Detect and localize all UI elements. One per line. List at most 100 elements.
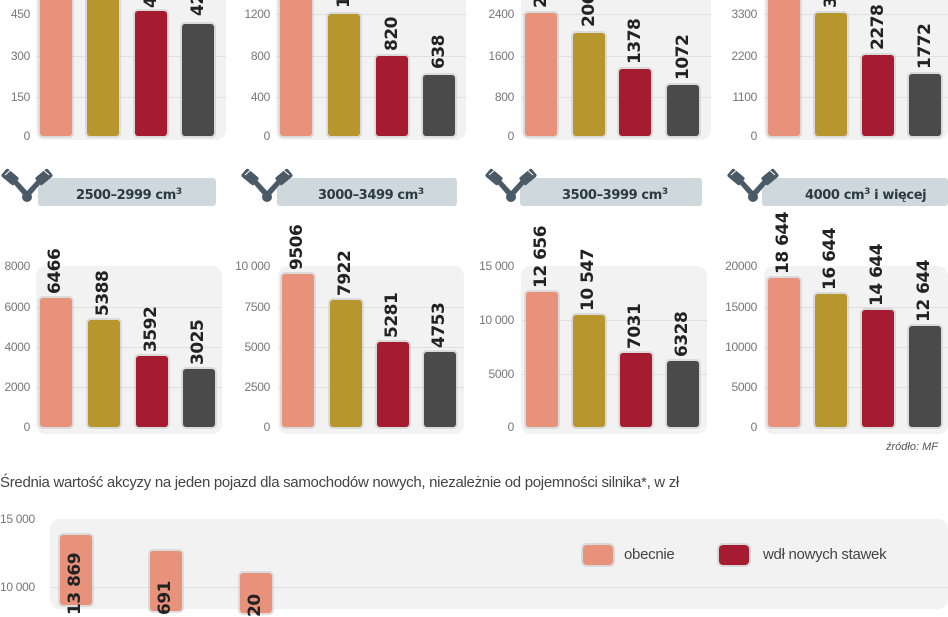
bar-new-rates [862,310,894,427]
bar-obecnie [280,0,312,136]
y-tick: 10 000 [235,259,270,273]
y-tick: 800 [494,90,514,104]
capacity-header-label: 2500–2999 cm3 [76,187,182,203]
bar-new-rates [136,356,168,427]
bar-obecnie [768,278,800,427]
bar-obecnie [40,298,72,427]
gridline [36,307,222,308]
bar-value-label: 691 [155,581,175,615]
y-tick: 0 [23,420,31,434]
bar-value-label: 12 644 [914,259,934,322]
bar-obecnie [525,13,557,136]
gridline [36,56,226,57]
bar-value-label: 1772 [915,23,935,69]
gridline [36,97,226,98]
y-tick: 2200 [731,49,758,63]
bar-value-label: 14 644 [867,243,887,306]
y-tick: 2400 [488,7,515,21]
bar-new-rates [862,55,894,136]
gridline [278,347,464,348]
gridline [278,307,464,308]
gridline [36,347,222,348]
y-tick: 15 000 [479,259,514,273]
y-tick: 8000 [4,259,31,273]
gridline [764,347,948,348]
legend-label: wdł nowych stawek [763,546,887,563]
y-tick: 3300 [731,7,758,21]
gridline [521,56,711,57]
y-tick: 4000 [4,340,31,354]
y-tick: 1100 [732,90,757,104]
engine-piston-icon [1,167,53,202]
gridline [36,387,222,388]
engine-piston-icon [485,167,537,202]
bar-value-label: 820 [382,17,402,51]
bar-series2 [815,294,847,427]
gridline [521,14,711,15]
y-tick: 0 [750,129,758,143]
bar-new-rates [376,56,408,136]
y-tick: 10 000 [0,580,35,594]
bar-value-label: 1 [334,0,354,8]
bar-series2 [330,300,362,427]
bar-value-label: 1378 [625,18,645,64]
gridline [521,97,711,98]
bar-value-label: 3025 [188,319,208,365]
gridline [764,307,948,308]
gridline [276,56,466,57]
bar-series4 [667,85,699,136]
engine-piston-icon [241,167,293,202]
gridline [764,387,948,388]
bar-value-label: 9506 [287,224,307,270]
bar-value-label: 638 [429,35,449,69]
bar-series2 [573,315,605,427]
y-tick: 6000 [4,300,31,314]
bar-series4 [183,369,215,427]
legend-label: obecnie [624,546,675,563]
bar-value-label: 1072 [673,34,693,80]
bar-value-label: 3592 [141,306,161,352]
y-tick: 1200 [244,7,271,21]
bar-value-label: 12 656 [531,225,551,288]
y-tick: 5000 [244,340,271,354]
bar-obecnie [526,292,558,427]
legend-swatch-obecnie [583,545,613,565]
y-tick: 0 [263,420,271,434]
y-tick: 15 000 [0,512,35,526]
bar-value-label: 4753 [429,302,449,348]
y-tick: 0 [263,129,271,143]
capacity-header-label: 3000–3499 cm3 [318,187,424,203]
bar-value-label: 5281 [382,292,402,338]
bar-series4 [182,24,214,136]
bar-series2 [328,14,360,136]
bar-series2 [815,13,847,136]
bar-value-label: 206 [579,0,599,27]
bar-obecnie [282,274,314,427]
capacity-header [277,178,457,206]
gridline [521,320,707,321]
gridline [764,14,948,15]
legend-swatch-new-rates [719,545,749,565]
bar-value-label: 4 [141,0,161,8]
y-tick: 2500 [244,380,271,394]
bar-value-label: 2 [531,0,551,8]
bar-value-label: 42 [188,0,208,16]
bar-value-label: 18 644 [773,211,793,274]
capacity-header [520,178,702,206]
bar-obecnie [768,0,800,136]
average-chart-title: Średnia wartość akcyzy na jeden pojazd d… [0,474,679,491]
y-tick: 10000 [725,340,757,354]
engine-piston-icon [727,167,779,202]
y-tick: 2000 [4,380,31,394]
capacity-header-label: 4000 cm3 i więcej [805,187,927,203]
bar-value-label: 5388 [93,270,113,316]
bar-series2 [573,33,605,136]
capacity-header [762,178,948,206]
y-tick: 0 [750,420,758,434]
bar-series4 [909,74,941,136]
y-tick: 10 000 [479,313,514,327]
y-tick: 20000 [725,259,757,273]
bar-new-rates [619,69,651,136]
bar-value-label: 16 644 [820,227,840,290]
y-tick: 800 [250,49,270,63]
